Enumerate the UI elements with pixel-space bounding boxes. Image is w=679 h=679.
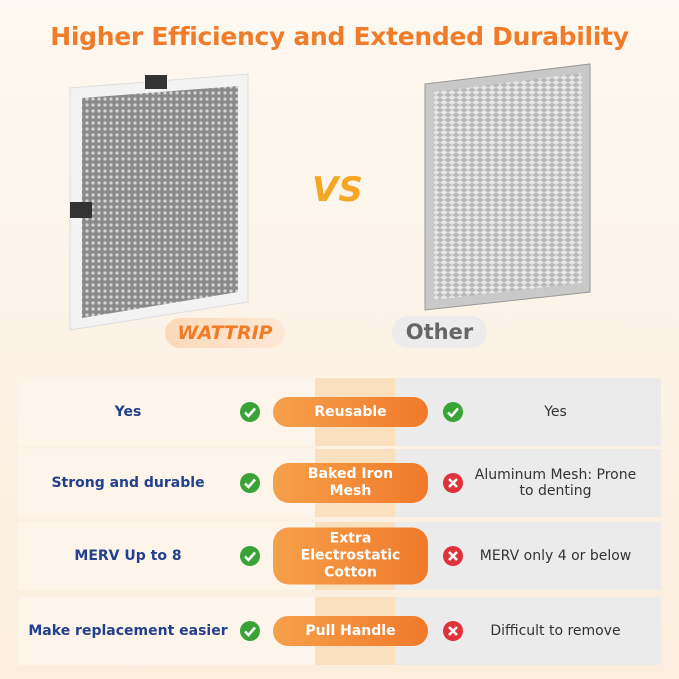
- feature-pill: Reusable: [273, 397, 428, 427]
- cross-icon: [442, 620, 464, 642]
- left-cell: [18, 378, 315, 446]
- right-cell: [395, 378, 661, 446]
- check-icon: [239, 545, 261, 567]
- benefit-text: Yes: [114, 404, 142, 420]
- benefit-text: Strong and durable: [51, 475, 205, 491]
- comparison-table: Yes Reusable Yes Strong and durable Baked Ir…: [18, 373, 661, 666]
- title: Higher Efficiency and Extended Durabilit…: [50, 22, 629, 51]
- brand-label: WATTRIP: [165, 318, 285, 348]
- check-icon: [239, 401, 261, 423]
- table-row: Strong and durable Baked Iron Mesh Aluminu…: [18, 449, 661, 517]
- benefit-text: MERV Up to 8: [74, 548, 182, 564]
- other-text: Yes: [544, 404, 567, 420]
- right-cell: [395, 522, 661, 590]
- feature-pill: Extra Electrostatic Cotton: [273, 527, 428, 585]
- left-cell: [18, 522, 315, 590]
- left-cell: [18, 597, 315, 665]
- other-text: MERV only 4 or below: [479, 548, 632, 564]
- right-cell: [395, 597, 661, 665]
- other-label: Other: [392, 316, 487, 348]
- right-cell: [395, 449, 661, 517]
- feature-pill: Pull Handle: [273, 616, 428, 646]
- left-cell: [18, 449, 315, 517]
- check-icon: [239, 472, 261, 494]
- table-row: MERV Up to 8 Extra Electrostatic Cotton ME…: [18, 522, 661, 590]
- vs-label: VS: [312, 170, 363, 210]
- other-text: Aluminum Mesh: Prone to denting: [474, 467, 637, 499]
- other-text: Difficult to remove: [490, 623, 621, 639]
- table-row: Make replacement easier Pull Handle Diffic…: [18, 597, 661, 665]
- table-row: Yes Reusable Yes: [18, 378, 661, 446]
- cross-icon: [442, 545, 464, 567]
- cross-icon: [442, 472, 464, 494]
- benefit-text: Make replacement easier: [28, 623, 228, 639]
- feature-pill: Baked Iron Mesh: [273, 463, 428, 503]
- check-icon: [442, 401, 464, 423]
- check-icon: [239, 620, 261, 642]
- product-art: [69, 63, 591, 331]
